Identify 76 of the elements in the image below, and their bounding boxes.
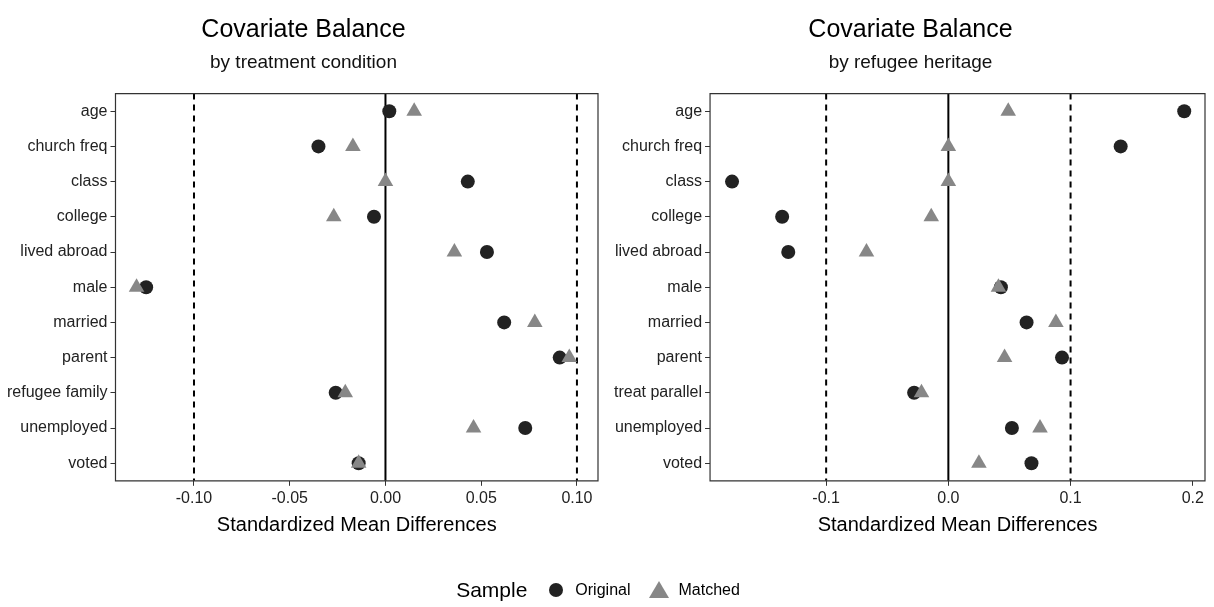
y-tick-label: age xyxy=(675,101,703,119)
point xyxy=(311,139,326,154)
legend-label: Original xyxy=(575,581,631,599)
point xyxy=(406,102,422,116)
x-tick-label: 0.00 xyxy=(369,488,402,506)
x-tick-label: 0.1 xyxy=(1059,488,1082,506)
point xyxy=(940,137,957,151)
y-tick-label: class xyxy=(665,172,703,190)
chart-title: Covariate Balance xyxy=(807,14,1014,43)
point xyxy=(1024,456,1039,471)
point xyxy=(775,209,790,224)
point xyxy=(1113,139,1128,154)
point xyxy=(377,172,394,187)
point xyxy=(460,174,475,189)
point xyxy=(561,348,578,363)
x-tick-label: -0.10 xyxy=(175,488,213,506)
x-tick-label: 0.10 xyxy=(561,488,593,506)
y-tick-label: married xyxy=(53,312,108,330)
y-tick-label: unemployed xyxy=(20,418,108,436)
point xyxy=(858,243,875,257)
point xyxy=(1004,421,1019,435)
point xyxy=(497,315,512,330)
y-tick-label: male xyxy=(72,277,108,295)
point xyxy=(940,172,957,187)
point xyxy=(781,245,796,259)
y-tick-label: refugee family xyxy=(6,383,108,401)
y-tick-label: unemployed xyxy=(614,418,703,436)
y-tick-label: lived abroad xyxy=(20,242,108,260)
point xyxy=(479,245,494,259)
point xyxy=(325,207,342,222)
point xyxy=(518,421,533,435)
y-tick-label: church freq xyxy=(27,136,108,154)
point xyxy=(996,348,1013,363)
y-tick-label: college xyxy=(651,207,703,225)
x-axis-title: Standardized Mean Differences xyxy=(216,512,497,535)
y-tick-label: voted xyxy=(662,453,703,471)
y-tick-label: male xyxy=(667,277,703,295)
legend-label: Matched xyxy=(678,581,740,599)
chart-subtitle: by treatment condition xyxy=(209,51,398,74)
point xyxy=(1000,102,1017,116)
y-tick-label: college xyxy=(56,207,108,225)
y-tick-label: age xyxy=(80,101,108,119)
y-tick-label: parent xyxy=(656,348,703,366)
point xyxy=(527,313,543,327)
chart-title: Covariate Balance xyxy=(200,14,407,43)
point xyxy=(446,243,463,257)
point xyxy=(465,419,482,433)
legend-title: Sample xyxy=(456,578,528,602)
y-tick-label: parent xyxy=(62,348,109,366)
x-tick-label: -0.05 xyxy=(271,488,309,506)
point xyxy=(1055,350,1070,365)
point xyxy=(1048,313,1064,327)
y-tick-label: class xyxy=(71,172,108,190)
point xyxy=(382,104,397,119)
point xyxy=(345,137,361,151)
point xyxy=(913,383,930,398)
point xyxy=(337,383,354,398)
y-tick-label: treat parallel xyxy=(614,383,703,401)
point xyxy=(923,207,940,222)
point xyxy=(725,174,740,189)
point xyxy=(366,209,381,224)
point xyxy=(1019,315,1034,330)
point xyxy=(1032,419,1048,433)
x-axis-title: Standardized Mean Differences xyxy=(817,512,1098,535)
x-tick-label: 0.05 xyxy=(465,488,497,506)
point xyxy=(971,454,987,468)
y-tick-label: lived abroad xyxy=(614,242,703,260)
x-tick-label: -0.1 xyxy=(812,488,841,506)
x-tick-label: 0.2 xyxy=(1181,488,1204,506)
point xyxy=(1177,104,1192,119)
y-tick-label: church freq xyxy=(622,136,703,154)
y-tick-label: voted xyxy=(68,453,108,471)
point xyxy=(128,278,145,292)
y-tick-label: married xyxy=(647,312,703,330)
x-tick-label: 0.0 xyxy=(937,488,960,506)
chart-subtitle: by refugee heritage xyxy=(827,51,994,74)
